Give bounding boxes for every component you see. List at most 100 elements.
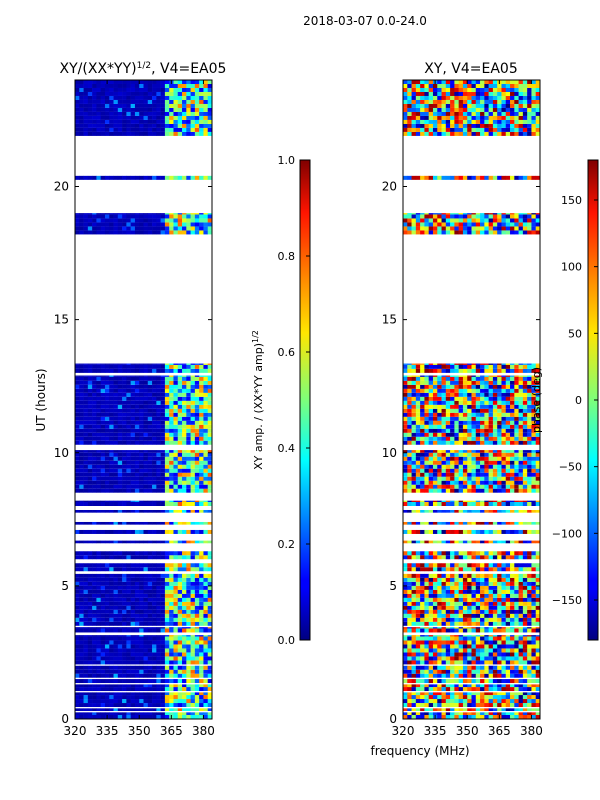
heatmap-cell [156, 529, 161, 534]
heatmap-cell [407, 529, 412, 534]
heatmap-cell [152, 476, 157, 481]
heatmap-cell [522, 567, 528, 572]
heatmap-cell [134, 460, 140, 465]
heatmap-cell [79, 428, 84, 433]
heatmap-cell [207, 420, 212, 425]
heatmap-cell [87, 404, 93, 409]
heatmap-cell [199, 540, 204, 544]
heatmap-cell [441, 597, 447, 602]
heatmap-cell [203, 635, 209, 637]
heatmap-cell [173, 111, 179, 116]
heatmap-cell [113, 613, 119, 618]
heatmap-cell [437, 656, 442, 661]
heatmap-cell [164, 703, 170, 708]
heatmap-cell [194, 555, 200, 560]
heatmap-cell [117, 636, 123, 641]
heatmap-cell [156, 368, 161, 373]
heatmap-cell [75, 226, 80, 231]
heatmap-cell [182, 502, 187, 506]
heatmap-cell [126, 103, 131, 108]
heatmap-cell [522, 684, 528, 688]
heatmap-cell [186, 529, 191, 534]
heatmap-cell [126, 573, 131, 578]
heatmap-cell [96, 213, 101, 215]
heatmap-cell [527, 708, 532, 712]
heatmap-cell [130, 679, 136, 684]
heatmap-cell [83, 712, 89, 716]
heatmap-cell [182, 412, 187, 417]
heatmap-cell [420, 669, 425, 674]
heatmap-cell [186, 392, 191, 397]
heatmap-cell [527, 509, 532, 513]
heatmap-cell [484, 652, 489, 657]
heatmap-cell [471, 644, 477, 649]
heatmap-cell [475, 679, 481, 684]
heatmap-cell [156, 363, 161, 365]
heatmap-cell [488, 573, 494, 578]
heatmap-cell [122, 644, 127, 649]
heatmap-cell [424, 609, 429, 614]
heatmap-cell [182, 540, 187, 544]
heatmap-cell [497, 652, 502, 657]
heatmap-cell [156, 502, 161, 506]
heatmap-cell [411, 699, 417, 704]
heatmap-cell [505, 555, 511, 560]
heatmap-cell [160, 87, 166, 92]
heatmap-cell [497, 500, 502, 503]
heatmap-cell [134, 388, 140, 393]
heatmap-cell [100, 83, 106, 88]
heatmap-cell [169, 577, 174, 582]
heatmap-cell [96, 540, 101, 544]
heatmap-cell [160, 412, 166, 417]
heatmap-cell [147, 107, 153, 112]
heatmap-row [403, 640, 540, 645]
heatmap-cell [488, 640, 494, 645]
heatmap-cell [75, 115, 80, 120]
heatmap-cell [96, 703, 101, 708]
heatmap-cell [143, 440, 149, 445]
heatmap-cell [403, 617, 408, 622]
heatmap-cell [75, 673, 80, 678]
heatmap-cell [522, 635, 528, 637]
heatmap-cell [79, 436, 84, 441]
heatmap-cell [531, 577, 537, 582]
heatmap-cell [113, 648, 119, 653]
heatmap-cell [126, 428, 131, 433]
heatmap-cell [510, 703, 515, 708]
heatmap-cell [411, 488, 417, 493]
heatmap-cell [147, 480, 153, 485]
heatmap-cell [139, 563, 144, 568]
heatmap-cell [454, 589, 459, 594]
heatmap-cell [497, 656, 502, 661]
heatmap-cell [173, 119, 179, 124]
heatmap-cell [407, 555, 412, 560]
heatmap-cell [177, 213, 183, 215]
heatmap-cell [203, 708, 209, 712]
heatmap-cell [484, 673, 489, 678]
heatmap-cell [458, 593, 464, 598]
heatmap-cell [126, 687, 131, 692]
heatmap-cell [199, 621, 204, 626]
heatmap-cell [87, 589, 93, 594]
heatmap-cell [130, 699, 136, 704]
heatmap-cell [117, 218, 123, 223]
heatmap-cell [164, 213, 170, 215]
heatmap-cell [96, 551, 101, 556]
heatmap-cell [203, 364, 209, 369]
heatmap-cell [130, 388, 136, 393]
heatmap-cell [190, 628, 196, 633]
heatmap-cell [203, 585, 209, 590]
heatmap-cell [531, 679, 537, 684]
heatmap-cell [113, 521, 119, 525]
heatmap-cell [420, 699, 425, 704]
heatmap-cell [488, 628, 494, 633]
heatmap-cell [403, 529, 408, 534]
heatmap-row [75, 87, 212, 92]
heatmap-cell [203, 218, 209, 223]
heatmap-cell [458, 673, 464, 678]
heatmap-cell [164, 99, 170, 104]
heatmap-cell [100, 640, 106, 645]
heatmap-cell [143, 695, 149, 700]
heatmap-cell [488, 708, 494, 712]
heatmap-cell [450, 476, 455, 481]
